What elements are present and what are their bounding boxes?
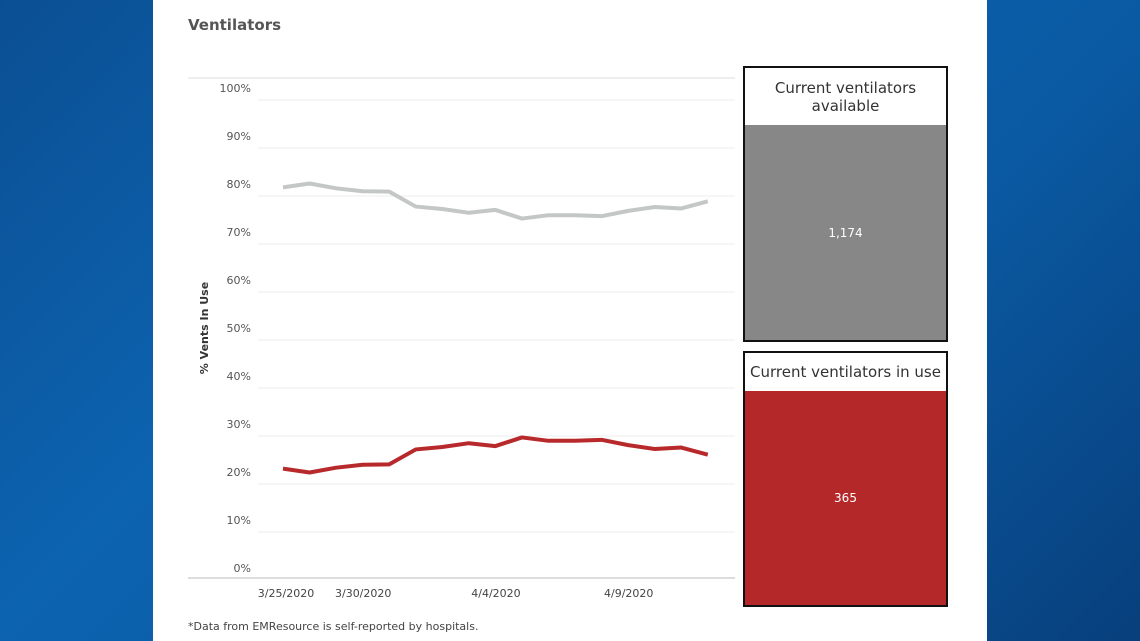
card-value: 1,174 — [745, 125, 946, 340]
y-tick-label: 70% — [227, 226, 251, 239]
card: Current ventilators in use 365 — [743, 351, 948, 607]
x-tick-label: 4/4/2020 — [471, 587, 520, 600]
y-tick-label: 10% — [227, 514, 251, 527]
footnote: *Data from EMResource is self-reported b… — [188, 620, 478, 633]
y-tick-label: 90% — [227, 130, 251, 143]
y-tick-label: 30% — [227, 418, 251, 431]
y-tick-label: 50% — [227, 322, 251, 335]
x-tick-label: 3/30/2020 — [335, 587, 391, 600]
y-tick-label: 80% — [227, 178, 251, 191]
card-label: Current ventilators available — [774, 78, 917, 115]
card-label: Current ventilators in use — [750, 363, 941, 381]
y-tick-label: 60% — [227, 274, 251, 287]
y-axis-label: % Vents In Use — [198, 282, 211, 374]
y-tick-label: 40% — [227, 370, 251, 383]
card-value: 365 — [745, 391, 946, 605]
x-tick-label: 4/9/2020 — [604, 587, 653, 600]
line — [282, 181, 709, 221]
y-tick-label: 0% — [234, 562, 251, 575]
chart-title: Ventilators — [188, 16, 281, 34]
y-tick-label: 20% — [227, 466, 251, 479]
card: Current ventilators available 1,174 — [743, 66, 948, 342]
x-tick-label: 3/25/2020 — [258, 587, 314, 600]
y-tick-label: 100% — [220, 82, 251, 95]
line — [282, 435, 709, 475]
